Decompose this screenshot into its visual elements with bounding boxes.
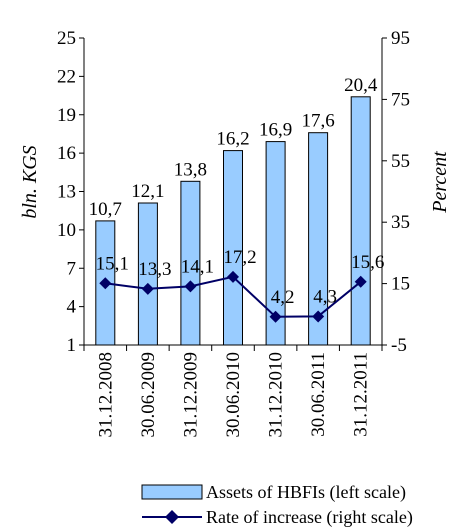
rate-value-label: 13,3 — [138, 259, 171, 280]
rate-point — [141, 282, 154, 295]
y-right-tick-label: 75 — [391, 89, 410, 110]
x-tick-label: 31.12.2008 — [95, 352, 116, 438]
rate-value-label: 15,1 — [96, 253, 129, 274]
x-tick-label: 31.12.2011 — [351, 352, 372, 437]
x-tick-label: 30.06.2009 — [138, 352, 159, 438]
rate-point — [312, 310, 325, 323]
rate-point — [269, 310, 282, 323]
y-left-tick-label: 25 — [57, 28, 76, 49]
y-left-tick-label: 4 — [67, 297, 77, 318]
legend: Assets of HBFIs (left scale) Rate of inc… — [141, 482, 413, 528]
y-left-tick-label: 13 — [57, 182, 76, 203]
line-layer — [99, 270, 367, 323]
rate-point — [354, 275, 367, 288]
bar — [350, 96, 371, 346]
y-right-tick-label: -5 — [391, 335, 407, 356]
legend-label-bar: Assets of HBFIs (left scale) — [206, 482, 406, 503]
y-left-tick-label: 19 — [57, 105, 76, 126]
x-tick-label: 31.12.2009 — [180, 352, 201, 438]
y-right-tick-label: 95 — [391, 28, 410, 49]
y-right-tick-label: 55 — [391, 151, 410, 172]
y-axis-right-title: Percent — [429, 151, 451, 214]
x-tick-label: 30.06.2010 — [223, 352, 244, 438]
bar-value-label: 16,9 — [259, 120, 292, 141]
y-left-tick-label: 16 — [57, 143, 76, 164]
legend-swatch-bar — [141, 484, 203, 500]
rate-value-label: 4,3 — [313, 286, 337, 307]
y-right-tick-label: 15 — [391, 274, 410, 295]
rate-value-label: 14,1 — [181, 256, 214, 277]
bar-value-label: 13,8 — [174, 159, 207, 180]
rate-value-label: 4,2 — [271, 287, 295, 308]
labels-layer: 31.12.2008 30.06.2009 31.12.2009 30.06.2010… — [89, 75, 385, 438]
rate-point — [184, 280, 197, 293]
y-left-tick-label: 1 — [67, 335, 77, 356]
y-left-tick-label: 10 — [57, 220, 76, 241]
rate-value-label: 17,2 — [223, 247, 256, 268]
bar-value-label: 10,7 — [89, 199, 122, 220]
bar-value-label: 16,2 — [216, 129, 249, 150]
bar-value-label: 17,6 — [302, 111, 335, 132]
axes-layer: 1 4 7 10 13 16 19 22 25 -5 15 35 55 75 95 — [57, 28, 410, 356]
bar-value-label: 12,1 — [131, 181, 164, 202]
y-axis-left-title: bln. KGS — [19, 145, 41, 218]
rate-value-label: 15,6 — [351, 252, 384, 273]
bars-layer — [95, 96, 371, 346]
rate-point — [227, 270, 239, 283]
rate-point — [99, 277, 112, 290]
legend-swatch-marker — [165, 510, 179, 524]
bar-value-label: 20,4 — [344, 75, 378, 96]
y-left-tick-label: 22 — [57, 66, 76, 87]
x-tick-label: 31.12.2010 — [266, 352, 287, 438]
y-left-tick-label: 7 — [67, 258, 77, 279]
x-tick-label: 30.06.2011 — [308, 352, 329, 437]
legend-label-line: Rate of increase (right scale) — [206, 507, 413, 528]
y-right-tick-label: 35 — [391, 212, 410, 233]
